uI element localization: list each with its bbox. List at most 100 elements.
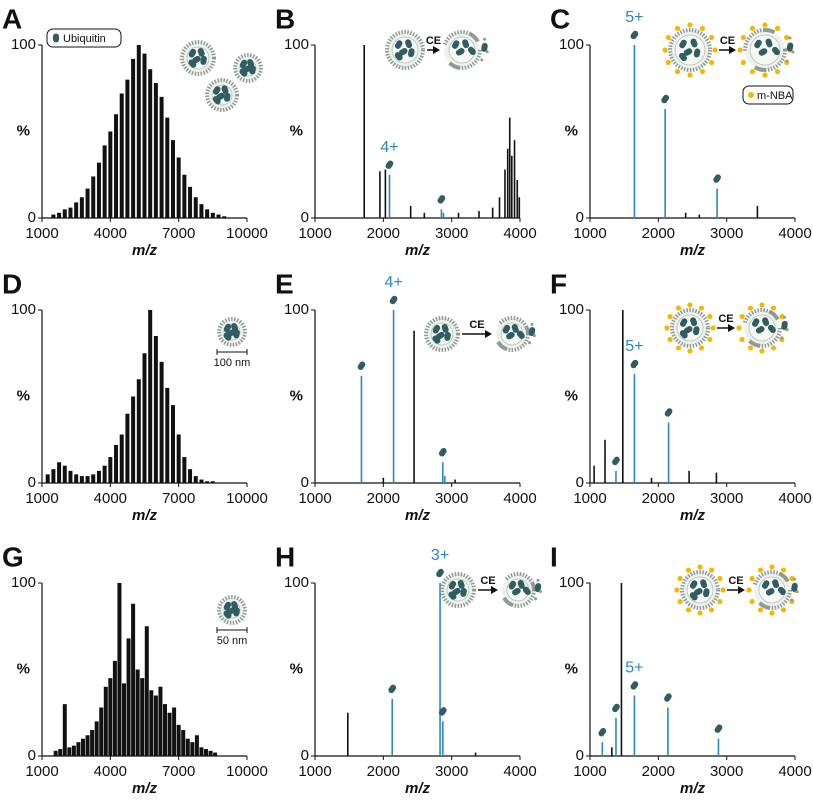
mnba-dot bbox=[784, 34, 790, 41]
ubiquitin-icon bbox=[448, 591, 457, 600]
ce-label: CE bbox=[469, 319, 484, 331]
ubiquitin-icon bbox=[438, 448, 447, 457]
ubiquitin-icon bbox=[249, 65, 256, 75]
y-tick-label: 100 bbox=[284, 36, 309, 53]
ubiquitin-icon bbox=[508, 580, 517, 590]
mnba-dot bbox=[770, 345, 777, 351]
fragment bbox=[785, 328, 789, 332]
mnba-dot bbox=[685, 607, 692, 613]
ubiquitin-icon bbox=[751, 318, 760, 327]
x-tick-label: 1000 bbox=[573, 225, 606, 242]
mnba-dot bbox=[747, 305, 754, 311]
y-tick-label: 100 bbox=[11, 301, 36, 318]
mnba-dot bbox=[762, 72, 768, 78]
ubiquitin-icon bbox=[781, 320, 788, 330]
mnba-dot bbox=[769, 610, 775, 616]
ubiquitin-icon bbox=[765, 588, 775, 596]
x-axis-label: m/z bbox=[405, 780, 431, 797]
x-axis-label: m/z bbox=[680, 507, 706, 524]
y-tick-label: 0 bbox=[28, 474, 36, 491]
x-tick-label: 1000 bbox=[298, 763, 331, 780]
ubiquitin-icon bbox=[223, 601, 232, 611]
x-axis-label: m/z bbox=[680, 780, 706, 797]
ubiquitin-icon bbox=[630, 681, 639, 690]
ubiquitin-icon bbox=[438, 707, 447, 716]
ubiquitin-icon bbox=[664, 408, 673, 417]
mnba-dot bbox=[675, 345, 682, 351]
x-axis-label: m/z bbox=[680, 242, 706, 259]
ubiquitin-icon bbox=[460, 587, 467, 597]
ubiquitin-icon bbox=[389, 295, 398, 305]
ce-label: CE bbox=[426, 35, 441, 47]
ubiquitin-icon bbox=[444, 331, 451, 341]
ubiquitin-icon bbox=[703, 588, 710, 598]
ubiquitin-icon bbox=[661, 94, 670, 104]
scale-label: 100 nm bbox=[214, 357, 251, 369]
legend-box bbox=[46, 28, 122, 48]
ubiquitin-icon bbox=[758, 48, 768, 56]
ubiquitin-icon bbox=[239, 59, 248, 69]
mnba-dot bbox=[674, 25, 681, 31]
y-tick-label: 0 bbox=[301, 474, 309, 491]
ubiquitin-icon bbox=[767, 324, 776, 334]
mnba-dot bbox=[667, 313, 673, 320]
ubiquitin-icon bbox=[448, 580, 457, 590]
mnba-dot bbox=[698, 345, 705, 351]
mnba-dot bbox=[662, 47, 668, 53]
y-axis-label: % bbox=[290, 387, 303, 404]
ubiquitin-icon bbox=[223, 610, 232, 619]
mnba-dot bbox=[759, 302, 765, 308]
mnba-dot bbox=[720, 587, 726, 593]
panel-letter: H bbox=[275, 541, 295, 572]
ubiquitin-icon bbox=[197, 47, 205, 57]
ubiquitin-icon bbox=[213, 86, 221, 95]
charge-label: 5+ bbox=[625, 338, 643, 355]
fragment bbox=[528, 341, 532, 345]
mnba-dot bbox=[717, 598, 723, 605]
charge-label: 5+ bbox=[625, 9, 643, 26]
mnba-dot bbox=[749, 598, 755, 605]
ce-label: CE bbox=[718, 313, 733, 325]
ubiquitin-icon bbox=[512, 587, 521, 596]
mnba-dot bbox=[687, 302, 693, 308]
mnba-dot bbox=[774, 25, 781, 31]
x-tick-label: 2000 bbox=[367, 763, 400, 780]
mnba-dot bbox=[677, 598, 683, 605]
ubiquitin-icon bbox=[432, 324, 441, 334]
ubiquitin-icon bbox=[394, 52, 403, 61]
ubiquitin-icon bbox=[437, 195, 446, 204]
ubiquitin-icon bbox=[53, 33, 59, 43]
x-axis-label: m/z bbox=[405, 242, 431, 259]
ubiquitin-icon bbox=[713, 174, 721, 183]
ubiquitin-icon bbox=[239, 68, 248, 77]
x-tick-label: 1000 bbox=[573, 763, 606, 780]
x-tick-label: 1000 bbox=[25, 225, 58, 242]
ubiquitin-icon bbox=[762, 317, 770, 327]
fragment bbox=[785, 59, 789, 63]
ubiquitin-icon bbox=[462, 39, 470, 49]
x-tick-label: 1000 bbox=[298, 225, 331, 242]
fragment bbox=[791, 50, 795, 54]
ubiquitin-icon bbox=[441, 323, 449, 333]
mnba-dot bbox=[757, 607, 764, 613]
ubiquitin-icon bbox=[765, 38, 773, 48]
x-axis-label: m/z bbox=[132, 780, 158, 797]
ubiquitin-icon bbox=[481, 42, 488, 52]
x-tick-label: 4000 bbox=[503, 763, 536, 780]
mnba-dot bbox=[739, 336, 745, 343]
ubiquitin-icon bbox=[221, 85, 229, 95]
ubiquitin-icon bbox=[516, 330, 525, 339]
ubiquitin-icon bbox=[398, 48, 408, 56]
x-tick-label: 4000 bbox=[94, 225, 127, 242]
ubiquitin-icon bbox=[502, 324, 511, 334]
x-tick-label: 3000 bbox=[435, 225, 468, 242]
y-tick-label: 100 bbox=[559, 574, 584, 591]
ubiquitin-icon bbox=[517, 579, 525, 589]
ubiquitin-icon bbox=[690, 38, 698, 48]
ubiquitin-icon bbox=[223, 323, 232, 333]
x-tick-label: 2000 bbox=[642, 763, 675, 780]
arrow-head bbox=[729, 46, 736, 54]
mnba-dot bbox=[667, 336, 673, 343]
ubiquitin-icon bbox=[714, 724, 723, 733]
